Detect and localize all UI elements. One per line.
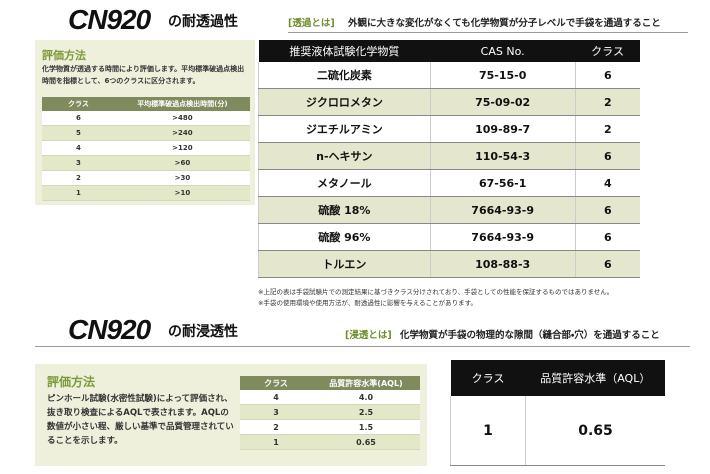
row: n-ヘキサン 110-54-3 6 xyxy=(258,142,640,170)
cell: 2 xyxy=(574,88,640,116)
rule xyxy=(35,346,690,347)
row: 3 2.5 xyxy=(240,404,420,420)
row: 硫酸 96% 7664-93-9 6 xyxy=(258,223,640,251)
header-cell: クラス xyxy=(240,376,312,390)
cell: ジエチルアミン xyxy=(258,115,431,143)
cell: >480 xyxy=(114,111,250,126)
cell: 1 xyxy=(42,185,115,201)
cell: 4 xyxy=(240,390,312,405)
row: 2 >30 xyxy=(42,170,250,186)
header-cell: 平均標準破過点検出時間(分) xyxy=(114,97,250,111)
row: 1 0.65 xyxy=(449,396,665,467)
cell: 0.65 xyxy=(525,396,665,467)
cell: 4 xyxy=(574,169,640,197)
cell: ジクロロメタン xyxy=(258,88,431,116)
chemical-table: 推奨液体試験化学物質 CAS No. クラス 二硫化炭素 75-15-0 6 ジクロロメタン… xyxy=(258,40,640,278)
header-cell: 品質許容水準(AQL) xyxy=(312,376,420,390)
cell: 6 xyxy=(42,111,115,126)
cell: >30 xyxy=(114,170,250,186)
definition-label: [透過とは] xyxy=(288,18,335,29)
row: 1 >10 xyxy=(42,185,250,201)
cell: 6 xyxy=(574,250,640,278)
cell: >10 xyxy=(114,185,250,201)
cell: 75-15-0 xyxy=(429,62,576,89)
cell: >240 xyxy=(114,125,250,141)
cell: 1.5 xyxy=(312,419,420,435)
row: 4 >120 xyxy=(42,140,250,156)
row: 5 >240 xyxy=(42,125,250,141)
section-title: の耐透過性 xyxy=(168,14,238,30)
row: 1 0.65 xyxy=(240,434,420,450)
cell: >120 xyxy=(114,140,250,156)
row: 4 4.0 xyxy=(240,390,420,405)
row: メタノール 67-56-1 4 xyxy=(258,169,640,197)
cell: 6 xyxy=(574,223,640,251)
row: 二硫化炭素 75-15-0 6 xyxy=(258,62,640,89)
row: 6 >480 xyxy=(42,111,250,126)
method-title: 評価方法 xyxy=(42,49,86,62)
cell: メタノール xyxy=(258,169,431,197)
cell: 硫酸 18% xyxy=(258,196,431,224)
rule xyxy=(288,32,688,33)
cell: 硫酸 96% xyxy=(258,223,431,251)
aql-table: クラス 品質許容水準(AQL) 4 4.0 3 2.5 2 1.5 1 0.65 xyxy=(240,376,420,450)
row: 3 >60 xyxy=(42,155,250,171)
cell: >60 xyxy=(114,155,250,171)
class-table: クラス 平均標準破過点検出時間(分) 6 >480 5 >240 4 >120 3 >60 2 >30… xyxy=(42,97,250,201)
cell: 6 xyxy=(574,196,640,224)
cell: 4.0 xyxy=(312,390,420,405)
brand: CN920 xyxy=(68,314,151,345)
header-cell: クラス xyxy=(575,40,640,62)
header-row: 推奨液体試験化学物質 CAS No. クラス xyxy=(258,40,640,62)
cell: トルエン xyxy=(258,250,431,278)
cell: 7664-93-9 xyxy=(429,196,576,224)
header-row: クラス 品質許容水準(AQL) xyxy=(240,376,420,390)
cell: 1 xyxy=(449,396,526,467)
cell: 2 xyxy=(42,170,115,186)
aql-result-table: クラス 品質許容水準（AQL） 1 0.65 xyxy=(449,360,665,467)
method-text: 化学物質が透過する時間により評価します。平均標準破過点検出時間を指標として、6つ… xyxy=(42,65,245,85)
definition: 化学物質が手袋の物理的な隙間（縫合部・穴）を通過すること xyxy=(400,330,660,341)
header-cell: 推奨液体試験化学物質 xyxy=(258,40,431,62)
cell: 7664-93-9 xyxy=(429,223,576,251)
cell: 3 xyxy=(240,404,312,420)
method-title: 評価方法 xyxy=(47,375,96,389)
cell: 二硫化炭素 xyxy=(258,62,431,89)
header-row: クラス 平均標準破過点検出時間(分) xyxy=(42,97,250,111)
cell: 1 xyxy=(240,434,312,450)
cell: 2 xyxy=(574,115,640,143)
header-cell: CAS No. xyxy=(430,40,576,62)
row: 硫酸 18% 7664-93-9 6 xyxy=(258,196,640,224)
header-cell: クラス xyxy=(450,360,526,397)
definition: 外観に大きな変化がなくても化学物質が分子レベルで手袋を通過すること xyxy=(348,18,661,29)
cell: 3 xyxy=(42,155,115,171)
section-title: の耐浸透性 xyxy=(168,324,238,340)
cell: 4 xyxy=(42,140,115,156)
cell: 75-09-02 xyxy=(429,88,576,116)
cell: 6 xyxy=(574,142,640,170)
header-row: クラス 品質許容水準（AQL） xyxy=(450,360,665,397)
header-cell: 品質許容水準（AQL） xyxy=(525,360,665,397)
note: ※手袋の使用環境や使用方法が、耐透過性に影響を与えることがあります。 xyxy=(258,299,477,307)
cell: 2 xyxy=(240,419,312,435)
row: トルエン 108-88-3 6 xyxy=(258,250,640,278)
brand: CN920 xyxy=(68,4,151,35)
definition-label: [浸透とは] xyxy=(345,330,392,341)
header-cell: クラス xyxy=(42,97,115,111)
cell: 109-89-7 xyxy=(429,115,576,143)
cell: 0.65 xyxy=(312,434,420,450)
cell: n-ヘキサン xyxy=(258,142,431,170)
row: ジエチルアミン 109-89-7 2 xyxy=(258,115,640,143)
cell: 6 xyxy=(574,62,640,89)
cell: 67-56-1 xyxy=(429,169,576,197)
cell: 2.5 xyxy=(312,404,420,420)
note: ※上記の表は手袋試験片での測定結果に基づきクラス分けされており、手袋としての性能… xyxy=(258,288,614,296)
cell: 110-54-3 xyxy=(429,142,576,170)
row: 2 1.5 xyxy=(240,419,420,435)
method-text: ピンホール試験(水密性試験)によって評価され、抜き取り検査によるAQLで表されま… xyxy=(47,394,234,446)
row: ジクロロメタン 75-09-02 2 xyxy=(258,88,640,116)
cell: 108-88-3 xyxy=(429,250,576,278)
cell: 5 xyxy=(42,125,115,141)
